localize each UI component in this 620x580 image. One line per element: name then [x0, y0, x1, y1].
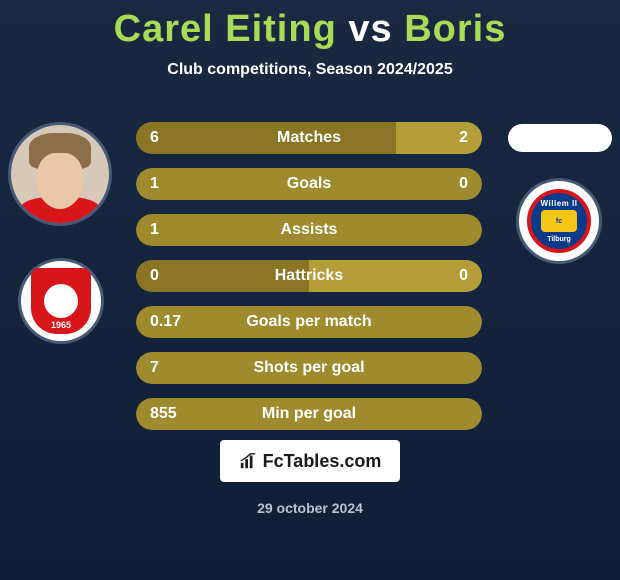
twente-shield-icon: 1965 — [31, 268, 91, 334]
team1-badge-container: 1965 — [18, 258, 104, 344]
player1-face-placeholder — [11, 125, 109, 223]
stat-label: Goals — [136, 175, 482, 193]
stats-container: 6Matches21Goals01Assists0Hattricks00.17G… — [136, 122, 482, 444]
stat-row: 855Min per goal — [136, 398, 482, 430]
team2-badge: Willem II fc Tilburg — [516, 178, 602, 264]
twente-horse-icon — [44, 284, 78, 318]
stat-row: 0Hattricks0 — [136, 260, 482, 292]
chart-bars-icon — [239, 452, 257, 470]
team2-badge-container: Willem II fc Tilburg — [516, 178, 602, 264]
stat-label: Matches — [136, 129, 482, 147]
player2-name: Boris — [404, 8, 506, 50]
comparison-title: Carel Eiting vs Boris — [0, 8, 620, 51]
stat-row: 6Matches2 — [136, 122, 482, 154]
header: Carel Eiting vs Boris Club competitions,… — [0, 0, 620, 79]
subtitle: Club competitions, Season 2024/2025 — [0, 61, 620, 79]
stat-row: 1Assists — [136, 214, 482, 246]
stat-label: Shots per goal — [136, 359, 482, 377]
stat-label: Goals per match — [136, 313, 482, 331]
stat-right-value: 0 — [459, 175, 468, 193]
vs-text: vs — [348, 8, 392, 50]
footer-date: 29 october 2024 — [0, 500, 620, 516]
stat-row: 1Goals0 — [136, 168, 482, 200]
willem-top-text: Willem II — [541, 199, 578, 208]
player1-avatar-container — [8, 122, 112, 226]
player2-avatar-container — [508, 124, 612, 152]
willem-bottom-text: Tilburg — [547, 236, 571, 243]
footer-logo-text: FcTables.com — [263, 451, 382, 472]
stat-label: Min per goal — [136, 405, 482, 423]
stat-right-value: 0 — [459, 267, 468, 285]
stat-row: 0.17Goals per match — [136, 306, 482, 338]
stat-row: 7Shots per goal — [136, 352, 482, 384]
willem-inner-text: fc — [541, 210, 577, 232]
player1-name: Carel Eiting — [114, 8, 337, 50]
twente-year: 1965 — [51, 320, 71, 330]
footer-logo[interactable]: FcTables.com — [220, 440, 400, 482]
willem-badge-icon: Willem II fc Tilburg — [527, 189, 591, 253]
player2-avatar-placeholder — [508, 124, 612, 152]
stat-label: Assists — [136, 221, 482, 239]
player1-avatar — [8, 122, 112, 226]
team1-badge: 1965 — [18, 258, 104, 344]
stat-right-value: 2 — [459, 129, 468, 147]
stat-label: Hattricks — [136, 267, 482, 285]
